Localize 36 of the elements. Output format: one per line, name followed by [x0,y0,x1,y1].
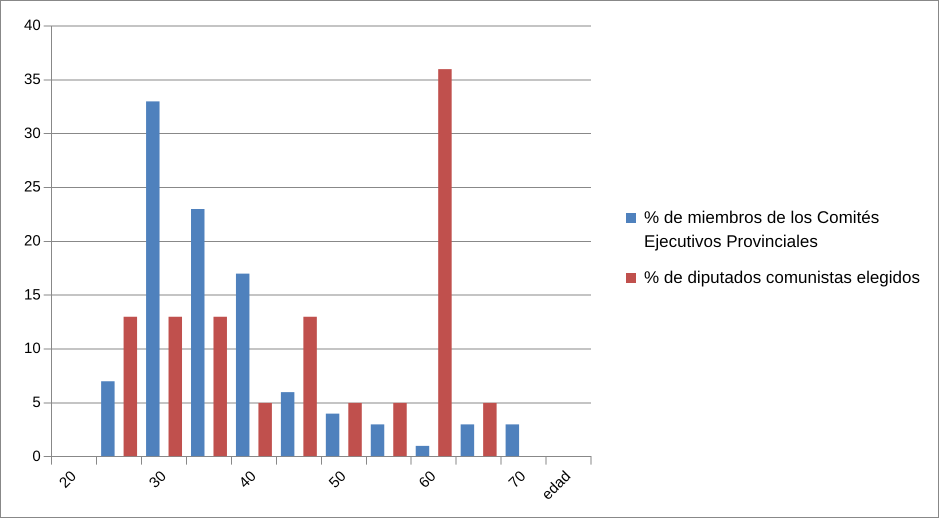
x-tick-label: 70 [506,468,530,492]
bar [236,274,250,456]
y-tick-label: 5 [32,394,41,411]
y-tick-label: 0 [32,448,41,465]
x-tick-label: 60 [416,468,440,492]
bar [506,424,520,456]
y-tick-label: 40 [24,17,41,34]
bar [168,316,182,456]
bar [460,424,474,456]
bar [191,209,204,456]
bar [416,446,430,456]
bar [438,69,452,456]
bar [326,414,340,456]
legend-label: % de miembros de los Comités Ejecutivos Provinciales [644,207,880,253]
y-tick-label: 10 [24,340,41,358]
bar [101,381,115,456]
y-tick-label: 15 [24,286,41,304]
x-tick-label: 20 [56,468,80,492]
y-tick-label: 30 [24,124,41,142]
bar [483,402,497,456]
y-tick-label: 20 [24,232,41,250]
bar [348,402,362,456]
x-tick-label: 30 [146,468,170,492]
bar [280,392,294,456]
x-tick-label: 50 [326,468,350,492]
y-tick-label: 25 [24,178,41,196]
bar [213,316,227,456]
bar [303,316,317,456]
bar [124,316,138,456]
y-tick-label: 35 [24,70,41,88]
bar [393,402,407,456]
bar [258,402,272,456]
bar [146,101,160,456]
x-tick-label: 40 [236,468,260,492]
legend-label: % de diputados comunistas elegidos [644,267,920,289]
bar [370,424,384,456]
